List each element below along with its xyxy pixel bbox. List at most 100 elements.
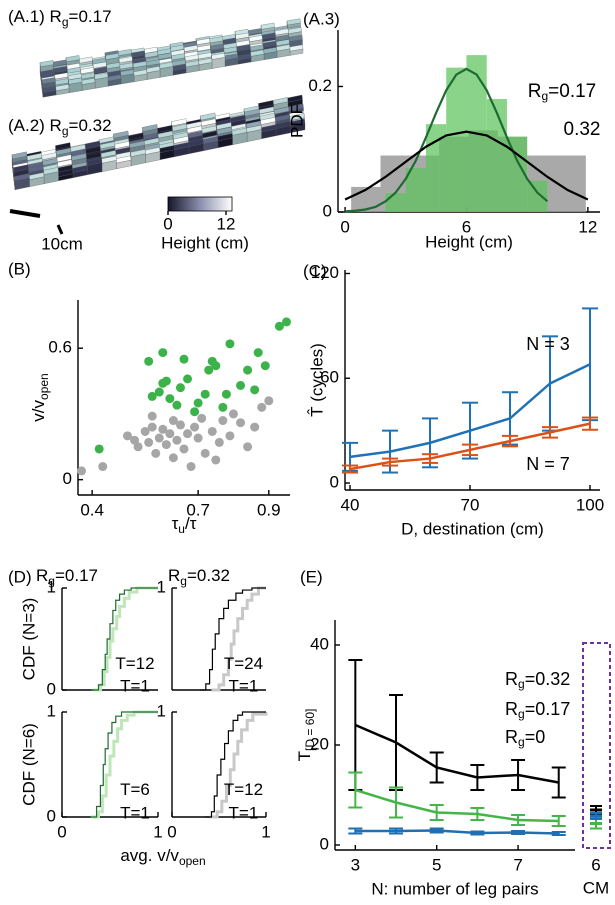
scatter-point	[211, 455, 221, 465]
scatter-point	[147, 391, 157, 401]
terrain-top	[216, 122, 232, 130]
terrain-top	[171, 118, 187, 127]
terrain-top	[80, 67, 95, 74]
terrain-top	[42, 86, 57, 93]
x-axis-label-part: open	[179, 854, 206, 868]
scatter-point	[168, 416, 178, 426]
terrain-top	[14, 173, 30, 182]
histogram-bar	[405, 168, 427, 212]
terrain-top	[258, 100, 274, 108]
histogram-bar	[385, 193, 406, 212]
column-title: Rg=0.17	[36, 566, 98, 588]
colorbar	[167, 196, 233, 212]
cdf-line	[209, 712, 268, 819]
scatter-point	[274, 321, 284, 331]
y-tick-label: 1	[47, 701, 56, 720]
panel-label: (D)	[8, 567, 32, 586]
series-label: Rg=0.17	[528, 81, 597, 103]
series-label: Rg=0	[505, 727, 545, 749]
terrain-top	[71, 153, 87, 161]
colorbar-label: Height (cm)	[161, 233, 249, 252]
series-label: N = 7	[526, 454, 570, 474]
series-label-part: g	[518, 735, 525, 749]
scatter-point	[161, 376, 171, 386]
y-axis-label-part: T	[295, 751, 314, 761]
terrain-top	[288, 35, 303, 42]
x-tick-label: 0.7	[186, 500, 210, 519]
terrain-top	[250, 49, 265, 57]
series-label-part: R	[505, 727, 518, 747]
terrain-top	[186, 125, 203, 134]
histogram-bar	[486, 99, 507, 212]
cm-text: CM	[583, 878, 609, 897]
scatter-point	[98, 462, 108, 472]
terrain-top	[113, 130, 129, 139]
scatter-point	[207, 426, 217, 436]
series-label-part: =0.17	[548, 81, 596, 102]
column-title-part: R	[36, 566, 48, 585]
scatter-point	[197, 413, 207, 423]
y-axis-label-part: open	[37, 373, 51, 400]
scatter-point	[193, 398, 203, 408]
x-axis-label: D, destination (cm)	[401, 519, 544, 538]
panel-label: (E)	[300, 567, 323, 586]
cm-box	[582, 642, 611, 849]
terrain-top	[274, 28, 289, 36]
y-tick-label: 0	[47, 806, 56, 825]
scale-bar-label: 10cm	[41, 234, 83, 253]
series-label: T=1	[120, 803, 150, 822]
terrain-top	[105, 53, 120, 60]
scatter-point	[193, 433, 203, 443]
panel-label: (A.1) Rg=0.17	[8, 7, 112, 29]
terrain-top	[39, 60, 54, 67]
terrain-top	[67, 73, 82, 81]
terrain-top	[128, 132, 144, 141]
x-axis-label-part: τ	[172, 514, 179, 533]
colorbar-tick-label: 0	[163, 214, 172, 233]
y-tick-label: 40	[310, 634, 329, 653]
x-tick-label: 0.4	[80, 500, 104, 519]
series-line	[355, 829, 559, 835]
terrain-top	[130, 149, 146, 157]
y-axis-label: PDF	[287, 104, 306, 138]
scatter-point	[165, 429, 175, 439]
histogram-bar	[556, 155, 586, 212]
series-line	[354, 723, 559, 784]
x-axis-label-part: avg. v/v	[120, 846, 179, 865]
cdf-line	[90, 710, 158, 819]
x-tick-label: 12	[578, 217, 597, 236]
x-axis-label: τu/τ	[172, 514, 197, 536]
y-axis-label: CDF (N=3)	[19, 598, 38, 681]
cdf-line	[93, 586, 158, 692]
scatter-point	[236, 418, 246, 428]
scatter-point	[154, 433, 164, 443]
scatter-point	[144, 356, 154, 366]
y-tick-label: 120	[311, 263, 339, 282]
series-label-part: =0	[525, 727, 546, 747]
x-axis-label: Height (cm)	[425, 232, 513, 251]
terrain-top	[235, 32, 250, 40]
terrain-top	[236, 44, 251, 52]
y-axis-label: T[D = 60]	[295, 709, 317, 762]
terrain-top	[106, 62, 121, 69]
series-line	[354, 788, 559, 823]
scatter-point	[161, 440, 171, 450]
terrain-top	[53, 66, 68, 73]
x-tick-label: 6	[462, 217, 471, 236]
histogram-bar	[506, 136, 528, 212]
scatter-point	[236, 380, 246, 390]
y-axis-label: T̂ (cycles)	[307, 343, 327, 417]
scatter-point	[122, 431, 132, 441]
terrain-top	[260, 22, 275, 30]
scatter-point	[218, 402, 228, 412]
series-label: T=1	[229, 676, 259, 695]
series-label-part: g	[518, 677, 525, 691]
scatter-point	[140, 426, 150, 436]
panel-label-part: =0.32	[69, 116, 112, 135]
scatter-point	[183, 429, 193, 439]
terrain-top	[210, 43, 225, 51]
series-label-part: R	[505, 699, 518, 719]
terrain-top	[94, 72, 109, 80]
x-axis-label-part: /τ	[185, 514, 197, 533]
scatter-point	[250, 422, 260, 432]
